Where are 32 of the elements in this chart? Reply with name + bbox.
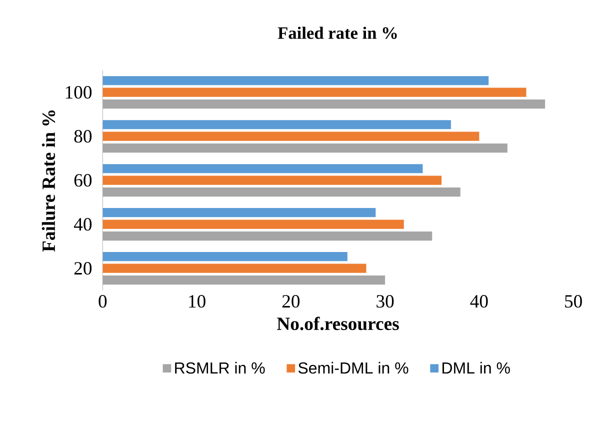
bar bbox=[102, 264, 366, 273]
x-axis-title: No.of.resources bbox=[277, 316, 399, 330]
y-axis-title: Failure Rate in % bbox=[42, 110, 56, 252]
x-tick-label: 20 bbox=[282, 295, 300, 308]
x-tick-label: 30 bbox=[376, 295, 394, 308]
bar bbox=[102, 188, 460, 197]
legend-label: Semi-DML in % bbox=[298, 362, 408, 374]
bar bbox=[102, 208, 376, 218]
bar bbox=[102, 164, 423, 174]
x-tick-label: 0 bbox=[98, 295, 107, 308]
bar bbox=[102, 76, 489, 86]
y-tick-label: 20 bbox=[74, 262, 92, 275]
y-tick-label: 40 bbox=[74, 218, 92, 231]
x-tick-label: 10 bbox=[189, 295, 206, 308]
bar bbox=[102, 132, 480, 141]
y-tick-label: 60 bbox=[74, 174, 92, 187]
y-tick-label: 100 bbox=[66, 86, 92, 99]
bar bbox=[102, 232, 432, 241]
y-tick-label: 80 bbox=[74, 130, 92, 143]
bar bbox=[102, 88, 526, 97]
bar bbox=[102, 100, 546, 109]
bar bbox=[102, 176, 442, 185]
bar bbox=[102, 252, 348, 262]
legend-label: DML in % bbox=[442, 362, 510, 374]
legend-label: RSMLR in % bbox=[175, 362, 265, 374]
bar bbox=[102, 144, 508, 153]
chart-title: Failed rate in % bbox=[278, 26, 397, 39]
bar bbox=[102, 276, 386, 285]
bar bbox=[102, 120, 451, 130]
bar bbox=[102, 220, 404, 229]
x-tick-label: 50 bbox=[565, 295, 582, 308]
x-tick-label: 40 bbox=[470, 295, 488, 308]
